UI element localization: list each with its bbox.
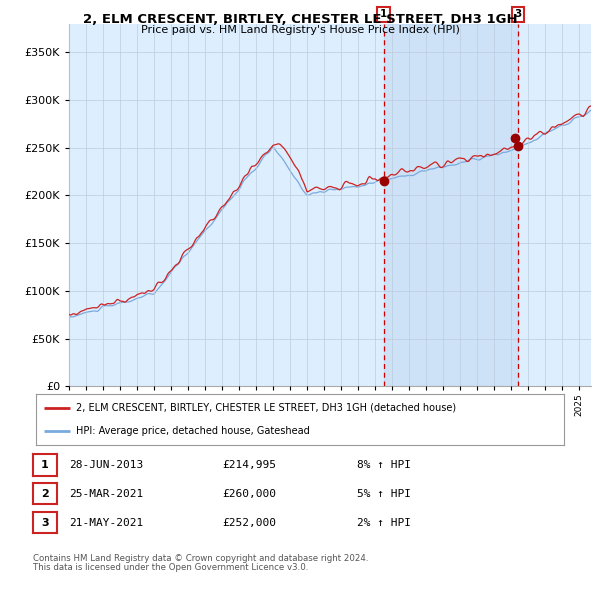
Text: £214,995: £214,995 (222, 460, 276, 470)
Text: 21-MAY-2021: 21-MAY-2021 (69, 518, 143, 527)
Text: 1: 1 (41, 460, 49, 470)
Text: 2: 2 (41, 489, 49, 499)
Text: 1: 1 (380, 9, 387, 19)
Text: £260,000: £260,000 (222, 489, 276, 499)
Text: 2, ELM CRESCENT, BIRTLEY, CHESTER LE STREET, DH3 1GH: 2, ELM CRESCENT, BIRTLEY, CHESTER LE STR… (83, 13, 517, 26)
Text: HPI: Average price, detached house, Gateshead: HPI: Average price, detached house, Gate… (76, 427, 310, 437)
Text: 3: 3 (41, 518, 49, 527)
Text: £252,000: £252,000 (222, 518, 276, 527)
Text: 5% ↑ HPI: 5% ↑ HPI (357, 489, 411, 499)
Text: 25-MAR-2021: 25-MAR-2021 (69, 489, 143, 499)
Text: 8% ↑ HPI: 8% ↑ HPI (357, 460, 411, 470)
Text: This data is licensed under the Open Government Licence v3.0.: This data is licensed under the Open Gov… (33, 563, 308, 572)
Text: Price paid vs. HM Land Registry's House Price Index (HPI): Price paid vs. HM Land Registry's House … (140, 25, 460, 35)
Bar (383, 24, 518, 386)
Text: 28-JUN-2013: 28-JUN-2013 (69, 460, 143, 470)
Text: 2, ELM CRESCENT, BIRTLEY, CHESTER LE STREET, DH3 1GH (detached house): 2, ELM CRESCENT, BIRTLEY, CHESTER LE STR… (76, 402, 456, 412)
Text: 2% ↑ HPI: 2% ↑ HPI (357, 518, 411, 527)
Text: Contains HM Land Registry data © Crown copyright and database right 2024.: Contains HM Land Registry data © Crown c… (33, 554, 368, 563)
Text: 3: 3 (515, 9, 522, 19)
